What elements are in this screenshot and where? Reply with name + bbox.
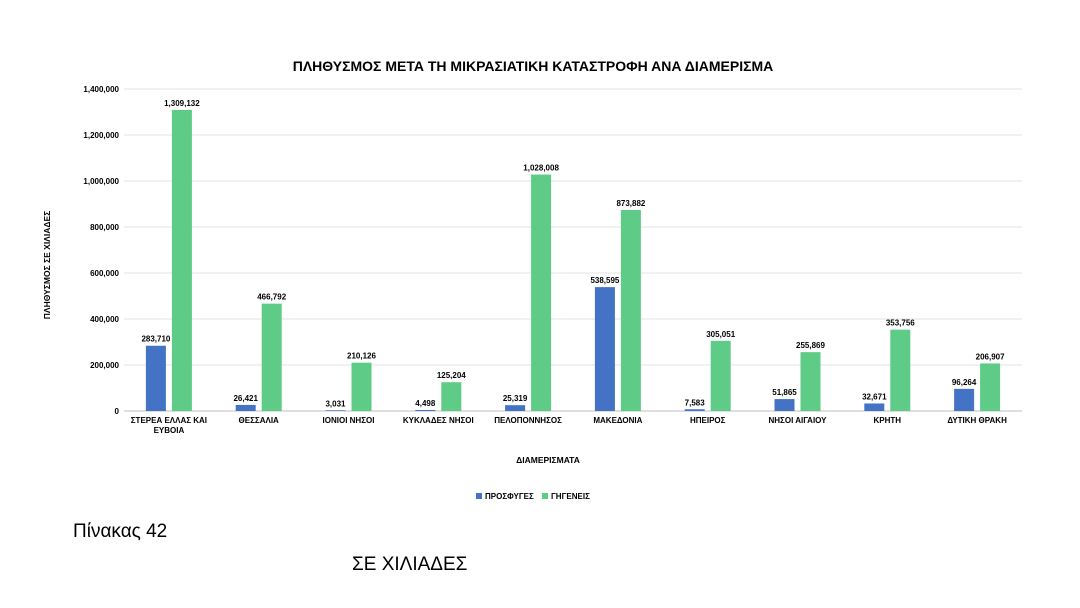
chart-title: ΠΛΗΘΥΣΜΟΣ ΜΕΤΑ ΤΗ ΜΙΚΡΑΣΙΑΤΙΚΗ ΚΑΤΑΣΤΡΟΦ… (293, 58, 774, 74)
data-label: 4,498 (415, 399, 436, 408)
bar-natives (980, 363, 1001, 411)
x-category-label: ΝΗΣΟΙ ΑΙΓΑΙΟΥ (769, 416, 828, 425)
x-category-label: ΜΑΚΕΔΟΝΙΑ (593, 416, 642, 425)
bar-refugees (415, 409, 436, 411)
data-label: 305,051 (706, 330, 735, 339)
data-label: 255,869 (796, 341, 825, 350)
data-label: 1,309,132 (164, 99, 200, 108)
data-label: 283,710 (141, 335, 170, 344)
bar-natives (710, 340, 731, 411)
x-category-label: ΣΤΕΡΕΑ ΕΛΛΑΣ ΚΑΙ (131, 416, 207, 425)
bar-refugees (594, 287, 615, 411)
bar-natives (441, 382, 462, 411)
bar-natives (261, 303, 282, 411)
y-axis-title: ΠΛΗΘΥΣΜΟΣ ΣΕ ΧΙΛΙΑΔΕΣ (42, 211, 52, 319)
data-label: 206,907 (976, 352, 1005, 361)
bar-refugees (864, 403, 885, 411)
legend: ΠΡΟΣΦΥΓΕΣ ΓΗΓΕΝΕΙΣ (476, 492, 590, 501)
data-label: 873,882 (616, 199, 645, 208)
y-tick-label: 400,000 (90, 315, 119, 324)
y-tick-label: 200,000 (90, 361, 119, 370)
table-caption: Πίνακας 42 (73, 521, 168, 542)
y-tick-label: 1,000,000 (83, 177, 119, 186)
units-caption: ΣΕ ΧΙΛΙΑΔΕΣ (352, 554, 468, 575)
gridlines (124, 88, 1022, 412)
data-label: 32,671 (862, 392, 887, 401)
x-category-label: ΚΡΗΤΗ (874, 416, 902, 425)
bar-natives (890, 329, 911, 411)
bar-refugees (145, 345, 166, 411)
legend-label: ΓΗΓΕΝΕΙΣ (551, 492, 590, 501)
legend-swatch (476, 493, 482, 499)
y-tick-label: 1,200,000 (83, 131, 119, 140)
data-label: 3,031 (325, 399, 346, 408)
legend-label: ΠΡΟΣΦΥΓΕΣ (485, 492, 534, 501)
bar-natives (800, 352, 821, 411)
x-category-label: ΘΕΣΣΑΛΙΑ (239, 416, 279, 425)
bar-refugees (774, 399, 795, 411)
bar-refugees (325, 410, 346, 411)
bar-refugees (684, 409, 705, 411)
bar-natives (620, 210, 641, 411)
data-label: 25,319 (503, 394, 528, 403)
x-category-label: ΗΠΕΙΡΟΣ (690, 416, 726, 425)
chart-text: ΠΛΗΘΥΣΜΟΣ ΜΕΤΑ ΤΗ ΜΙΚΡΑΣΙΑΤΙΚΗ ΚΑΤΑΣΤΡΟΦ… (42, 58, 1007, 465)
data-label: 51,865 (772, 388, 797, 397)
y-tick-label: 600,000 (90, 269, 119, 278)
x-category-label: ΔΥΤΙΚΗ ΘΡΑΚΗ (947, 416, 1007, 425)
data-label: 96,264 (952, 378, 977, 387)
y-tick-label: 800,000 (90, 223, 119, 232)
x-category-label: ΠΕΛΟΠΟΝΝΗΣΟΣ (494, 416, 562, 425)
data-label: 353,756 (886, 319, 915, 328)
bar-natives (351, 362, 372, 411)
x-axis-title: ΔΙΑΜΕΡΙΣΜΑΤΑ (516, 455, 580, 465)
bar-refugees (505, 405, 526, 411)
x-category-label: ΚΥΚΛΑΔΕΣ ΝΗΣΟΙ (403, 416, 474, 425)
y-tick-label: 0 (115, 407, 120, 416)
bar-refugees (954, 388, 975, 411)
data-label: 538,595 (590, 276, 619, 285)
bar-natives (171, 109, 192, 411)
x-category-label: ΙΟΝΙΟΙ ΝΗΣΟΙ (323, 416, 375, 425)
data-label: 1,028,008 (523, 164, 559, 173)
bars (145, 109, 1001, 411)
x-category-label: ΕΥΒΟΙΑ (154, 426, 185, 435)
y-tick-label: 1,400,000 (83, 85, 119, 94)
data-label: 7,583 (685, 398, 706, 407)
data-label: 466,792 (257, 293, 286, 302)
bar-refugees (235, 404, 256, 411)
data-label: 125,204 (437, 371, 466, 380)
legend-swatch (542, 493, 548, 499)
data-label: 26,421 (233, 394, 258, 403)
bar-natives (531, 174, 552, 411)
data-label: 210,126 (347, 352, 376, 361)
